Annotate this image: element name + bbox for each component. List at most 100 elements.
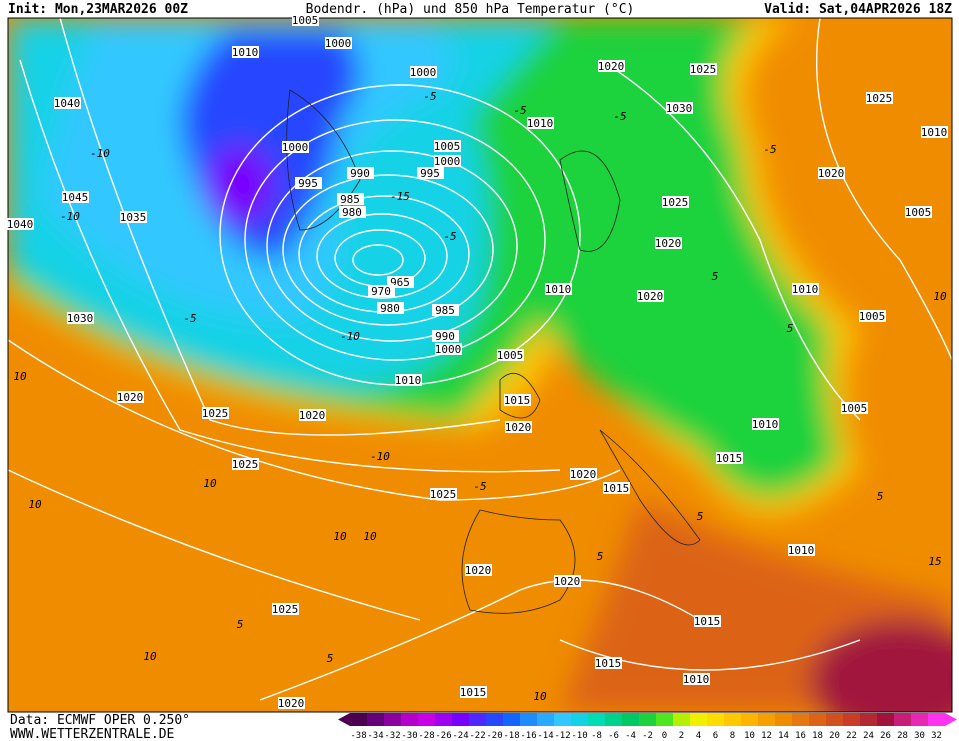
colorbar-swatch	[537, 713, 555, 726]
temperature-label: -10	[340, 330, 360, 343]
isobar-label: 1015	[694, 615, 721, 628]
colorbar-swatch	[928, 713, 946, 726]
isobar-label: 990	[350, 167, 370, 180]
isobar-label: 1035	[120, 211, 147, 224]
temperature-label: 10	[143, 650, 157, 663]
isobar-label: 1015	[595, 657, 622, 670]
isobar-label: 995	[420, 167, 440, 180]
isobar-label-bg	[690, 63, 717, 75]
isobar-label: 1020	[465, 564, 492, 577]
isobar-label: 965	[390, 276, 410, 289]
isobar-label: 1010	[527, 117, 554, 130]
colorbar-tick-label: -6	[608, 731, 619, 741]
colorbar-arrow	[338, 713, 350, 726]
temperature-label: -5	[183, 312, 196, 325]
isobar-label-bg	[435, 343, 462, 355]
isobar-label-bg	[282, 141, 309, 153]
colorbar-tick-label: -28	[418, 731, 434, 741]
isobar-label: 1000	[434, 155, 461, 168]
colorbar-swatch	[860, 713, 878, 726]
temperature-label: -5	[763, 143, 776, 156]
isobar-label: 1020	[818, 167, 845, 180]
isobar-label: 1010	[232, 46, 259, 59]
temperature-label: 10	[28, 498, 42, 511]
isobar-label-bg	[377, 302, 404, 314]
isobar-label-bg	[603, 482, 630, 494]
isobar-label-bg	[62, 191, 89, 203]
isobar-label-bg	[792, 283, 819, 295]
isobar-label: 1010	[792, 283, 819, 296]
isobar-label-bg	[527, 117, 554, 129]
init-label: Init: Mon,23MAR2026 00Z	[8, 2, 188, 17]
temperature-label: -5	[613, 110, 626, 123]
isobar-label: 995	[298, 177, 318, 190]
isobar-label: 1010	[788, 544, 815, 557]
colorbar-swatch	[435, 713, 453, 726]
temperature-label: 10	[363, 530, 377, 543]
colorbar-swatch	[741, 713, 759, 726]
temperature-label: 10	[203, 477, 217, 490]
isobar-label: 1010	[921, 126, 948, 139]
map-title: Bodendr. (hPa) und 850 hPa Temperatur (°…	[306, 2, 635, 17]
isobar-label-bg	[866, 92, 893, 104]
isobar-label-bg	[694, 615, 721, 627]
colorbar-tick-label: -22	[469, 731, 485, 741]
colorbar-tick-label: 6	[713, 731, 718, 741]
temperature-label: -5	[473, 480, 486, 493]
colorbar-swatch	[486, 713, 504, 726]
temperature-label: 15	[928, 555, 941, 568]
isobar-label-bg	[232, 458, 259, 470]
colorbar-tick-label: 10	[744, 731, 755, 741]
isobar-label: 990	[435, 330, 455, 343]
isobar-label-bg	[818, 167, 845, 179]
coastlines	[286, 89, 701, 614]
colorbar-tick-label: 30	[914, 731, 925, 741]
isobar-label: 1030	[67, 312, 94, 325]
colorbar-swatch	[605, 713, 623, 726]
isobar-label-bg	[299, 409, 326, 421]
colorbar-swatch	[792, 713, 810, 726]
site-label: WWW.WETTERZENTRALE.DE	[10, 727, 174, 741]
colorbar-tick-label: 12	[761, 731, 772, 741]
isobar-label: 985	[435, 304, 455, 317]
map-frame	[7, 17, 953, 713]
isobar-label-bg	[117, 391, 144, 403]
isobar-label-bg	[337, 193, 364, 205]
colorbar-swatch	[367, 713, 385, 726]
isobar-label-bg	[655, 237, 682, 249]
valid-label: Valid: Sat,04APR2026 18Z	[764, 2, 952, 17]
isobar-label: 1020	[598, 60, 625, 73]
isobar-label-bg	[434, 155, 461, 167]
isobar-label-bg	[662, 196, 689, 208]
isobar-label: 1005	[905, 206, 932, 219]
isobar-label: 1010	[752, 418, 779, 431]
colorbar-swatch	[894, 713, 912, 726]
isobar-label: 1005	[292, 14, 319, 27]
temperature-label: 5	[787, 322, 794, 335]
colorbar-swatch	[843, 713, 861, 726]
temperature-label: 5	[327, 652, 334, 665]
colorbar-tick-label: -14	[537, 731, 553, 741]
isobar-label: 1020	[637, 290, 664, 303]
colorbar-swatch	[775, 713, 793, 726]
colorbar-swatch	[707, 713, 725, 726]
isobar-label: 1000	[410, 66, 437, 79]
isobar-label: 1030	[666, 102, 693, 115]
isobar-label: 970	[371, 285, 391, 298]
isobar-label-bg	[278, 697, 305, 709]
colorbar-tick-label: -10	[571, 731, 587, 741]
isobar-label: 1025	[272, 603, 299, 616]
isobar-label: 980	[342, 206, 362, 219]
isobar-label: 1005	[497, 349, 524, 362]
colorbar-tick-label: 4	[696, 731, 701, 741]
colorbar-swatch	[622, 713, 640, 726]
isobar-label: 1020	[505, 421, 532, 434]
colorbar-tick-label: -12	[554, 731, 570, 741]
isobar-label: 1010	[395, 374, 422, 387]
isobar-label-bg	[460, 686, 487, 698]
map-field	[8, 18, 952, 712]
data-source: Data: ECMWF OPER 0.250°	[10, 713, 190, 728]
isobar-label-bg	[272, 603, 299, 615]
colorbar-swatch	[401, 713, 419, 726]
isobar-label-bg	[417, 167, 444, 179]
